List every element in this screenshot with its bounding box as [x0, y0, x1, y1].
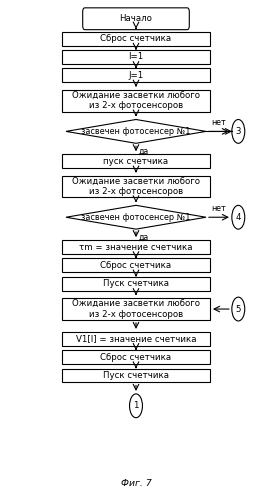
FancyBboxPatch shape: [62, 154, 210, 168]
FancyBboxPatch shape: [62, 50, 210, 64]
Text: Пуск счетчика: Пуск счетчика: [103, 371, 169, 380]
Text: да: да: [139, 147, 149, 156]
Text: засвечен фотосенсер №1: засвечен фотосенсер №1: [81, 213, 191, 222]
FancyBboxPatch shape: [83, 8, 189, 29]
FancyBboxPatch shape: [62, 332, 210, 346]
Text: J=1: J=1: [128, 71, 144, 80]
Polygon shape: [66, 205, 206, 229]
Text: τm = значение счетчика: τm = значение счетчика: [79, 243, 193, 251]
Text: да: да: [139, 233, 149, 242]
Polygon shape: [66, 119, 206, 143]
Circle shape: [232, 297, 245, 321]
Text: I=1: I=1: [128, 52, 144, 61]
FancyBboxPatch shape: [62, 369, 210, 383]
Text: Фиг. 7: Фиг. 7: [120, 479, 152, 488]
FancyBboxPatch shape: [62, 31, 210, 45]
FancyBboxPatch shape: [62, 176, 210, 198]
FancyBboxPatch shape: [62, 258, 210, 272]
Text: V1[I] = значение счетчика: V1[I] = значение счетчика: [76, 334, 196, 343]
Text: Начало: Начало: [120, 14, 152, 23]
Circle shape: [129, 394, 143, 418]
Text: пуск счетчика: пуск счетчика: [103, 157, 169, 166]
Circle shape: [232, 205, 245, 229]
Text: нет: нет: [212, 204, 226, 213]
Text: Пуск счетчика: Пуск счетчика: [103, 279, 169, 288]
Text: Ожидание засветки любого
из 2-х фотосенсоров: Ожидание засветки любого из 2-х фотосенс…: [72, 91, 200, 110]
FancyBboxPatch shape: [62, 68, 210, 82]
Text: засвечен фотосенсер №1: засвечен фотосенсер №1: [81, 127, 191, 136]
Text: нет: нет: [212, 118, 226, 127]
Text: Ожидание засветки любого
из 2-х фотосенсоров: Ожидание засветки любого из 2-х фотосенс…: [72, 177, 200, 196]
Text: 3: 3: [236, 127, 241, 136]
Text: 4: 4: [236, 213, 241, 222]
FancyBboxPatch shape: [62, 350, 210, 364]
Text: 1: 1: [133, 401, 139, 410]
FancyBboxPatch shape: [62, 298, 210, 320]
FancyBboxPatch shape: [62, 277, 210, 291]
Circle shape: [232, 119, 245, 143]
FancyBboxPatch shape: [62, 90, 210, 112]
Text: Ожидание засветки любого
из 2-х фотосенсоров: Ожидание засветки любого из 2-х фотосенс…: [72, 299, 200, 319]
Text: Сброс счетчика: Сброс счетчика: [100, 34, 172, 43]
Text: Сброс счетчика: Сброс счетчика: [100, 353, 172, 362]
Text: Сброс счетчика: Сброс счетчика: [100, 261, 172, 270]
FancyBboxPatch shape: [62, 240, 210, 254]
Text: 5: 5: [236, 304, 241, 313]
